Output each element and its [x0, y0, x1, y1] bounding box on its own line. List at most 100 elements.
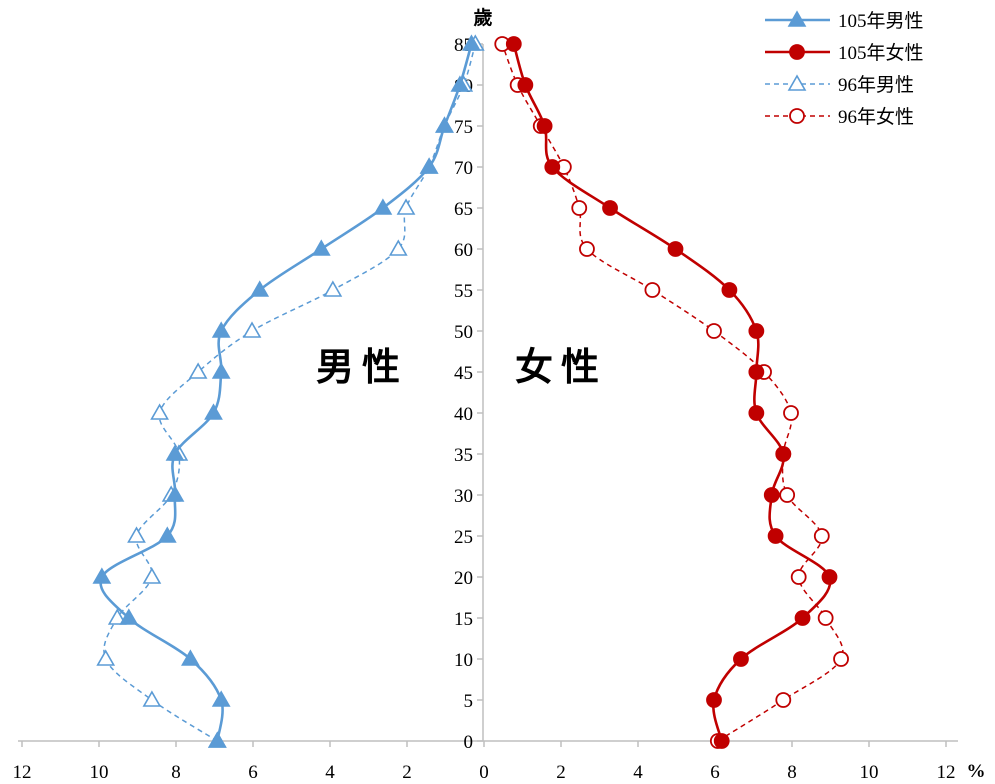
data-point: [748, 364, 765, 380]
data-point: [373, 198, 393, 215]
y-tick-label: 50: [454, 322, 473, 343]
x-tick-label: 8: [171, 762, 181, 783]
series-line: [99, 43, 473, 742]
data-point: [571, 200, 588, 216]
legend-label: 105年男性: [838, 10, 924, 32]
data-point: [767, 528, 784, 544]
y-tick-label: 15: [454, 609, 473, 630]
x-tick-label: 0: [479, 762, 489, 783]
y-tick-label: 0: [464, 732, 474, 753]
y-tick-label: 20: [454, 568, 473, 589]
y-tick-label: 70: [454, 158, 473, 179]
data-point: [775, 446, 792, 462]
data-point: [813, 528, 830, 544]
data-point: [667, 241, 684, 257]
legend-swatch-marker: [789, 44, 805, 60]
data-point: [779, 487, 796, 503]
data-point: [733, 651, 749, 667]
legend-label: 96年女性: [838, 106, 914, 128]
x-axis-unit-label: %: [967, 761, 986, 782]
data-point: [817, 610, 834, 626]
data-point: [783, 405, 799, 421]
female-side-label: 女性: [515, 346, 607, 389]
data-point: [92, 567, 112, 584]
data-point: [706, 323, 722, 339]
y-tick-label: 35: [454, 445, 473, 466]
data-point: [96, 649, 116, 666]
axes: 12 10 8 6 4 2 0 2 4 6 8 10 1205101520253035404550556…: [13, 35, 958, 783]
x-tick-label: 6: [710, 762, 720, 783]
series-layer: [92, 34, 849, 749]
x-tick-label: 10: [90, 762, 109, 783]
data-point: [450, 75, 470, 92]
data-point: [644, 282, 661, 298]
legend-swatch-marker: [787, 10, 807, 27]
data-point: [544, 159, 561, 175]
data-point: [579, 241, 595, 257]
data-point: [713, 733, 730, 749]
data-point: [211, 690, 231, 707]
series-line: [103, 43, 477, 742]
data-point: [517, 77, 534, 93]
x-tick-label: 4: [633, 762, 643, 783]
data-point: [181, 649, 200, 666]
data-point: [311, 239, 331, 256]
data-point: [211, 321, 231, 338]
x-tick-label: 10: [860, 762, 879, 783]
x-tick-label: 12: [13, 762, 32, 783]
series-3: [494, 36, 849, 749]
data-point: [536, 118, 553, 134]
series-0: [92, 34, 481, 748]
data-point: [165, 444, 185, 461]
data-point: [207, 731, 227, 748]
data-point: [790, 569, 807, 585]
x-tick-label: 2: [402, 762, 412, 783]
y-tick-label: 5: [464, 691, 474, 712]
y-axis-unit-label: 歲: [473, 6, 492, 29]
data-point: [188, 362, 208, 379]
data-point: [748, 323, 765, 339]
data-point: [462, 34, 481, 51]
x-tick-label: 2: [556, 762, 566, 783]
legend-label: 96年男性: [838, 74, 914, 96]
data-point: [419, 157, 439, 174]
male-side-label: 男性: [316, 347, 408, 389]
series-2: [96, 34, 485, 748]
data-point: [119, 608, 139, 625]
y-tick-label: 10: [454, 650, 473, 671]
data-point: [127, 526, 146, 543]
data-point: [157, 526, 177, 543]
legend-label: 105年女性: [838, 42, 924, 64]
series-line: [512, 43, 832, 742]
data-point: [721, 282, 738, 298]
x-tick-label: 8: [787, 762, 797, 783]
data-point: [821, 569, 838, 585]
y-tick-label: 25: [454, 527, 473, 548]
data-point: [142, 567, 162, 584]
data-point: [602, 200, 618, 216]
data-point: [833, 651, 849, 667]
data-point: [150, 403, 169, 420]
x-tick-label: 12: [937, 762, 956, 783]
x-tick-label: 6: [248, 762, 258, 783]
y-tick-label: 60: [454, 240, 473, 261]
data-point: [435, 116, 454, 133]
y-tick-label: 65: [454, 199, 473, 220]
data-point: [763, 487, 780, 503]
y-tick-label: 30: [454, 486, 473, 507]
y-tick-label: 40: [454, 404, 473, 425]
data-point: [505, 36, 522, 52]
y-tick-label: 75: [454, 117, 473, 138]
data-point: [388, 239, 408, 256]
data-point: [748, 405, 765, 421]
legend-swatch-marker: [789, 108, 805, 124]
data-point: [242, 321, 262, 338]
data-point: [107, 608, 127, 625]
x-tick-label: 4: [325, 762, 335, 783]
y-tick-label: 45: [454, 363, 473, 384]
data-point: [211, 362, 231, 379]
data-point: [142, 690, 162, 707]
data-point: [396, 198, 416, 215]
legend-swatch-marker: [787, 74, 807, 91]
data-point: [204, 403, 223, 420]
